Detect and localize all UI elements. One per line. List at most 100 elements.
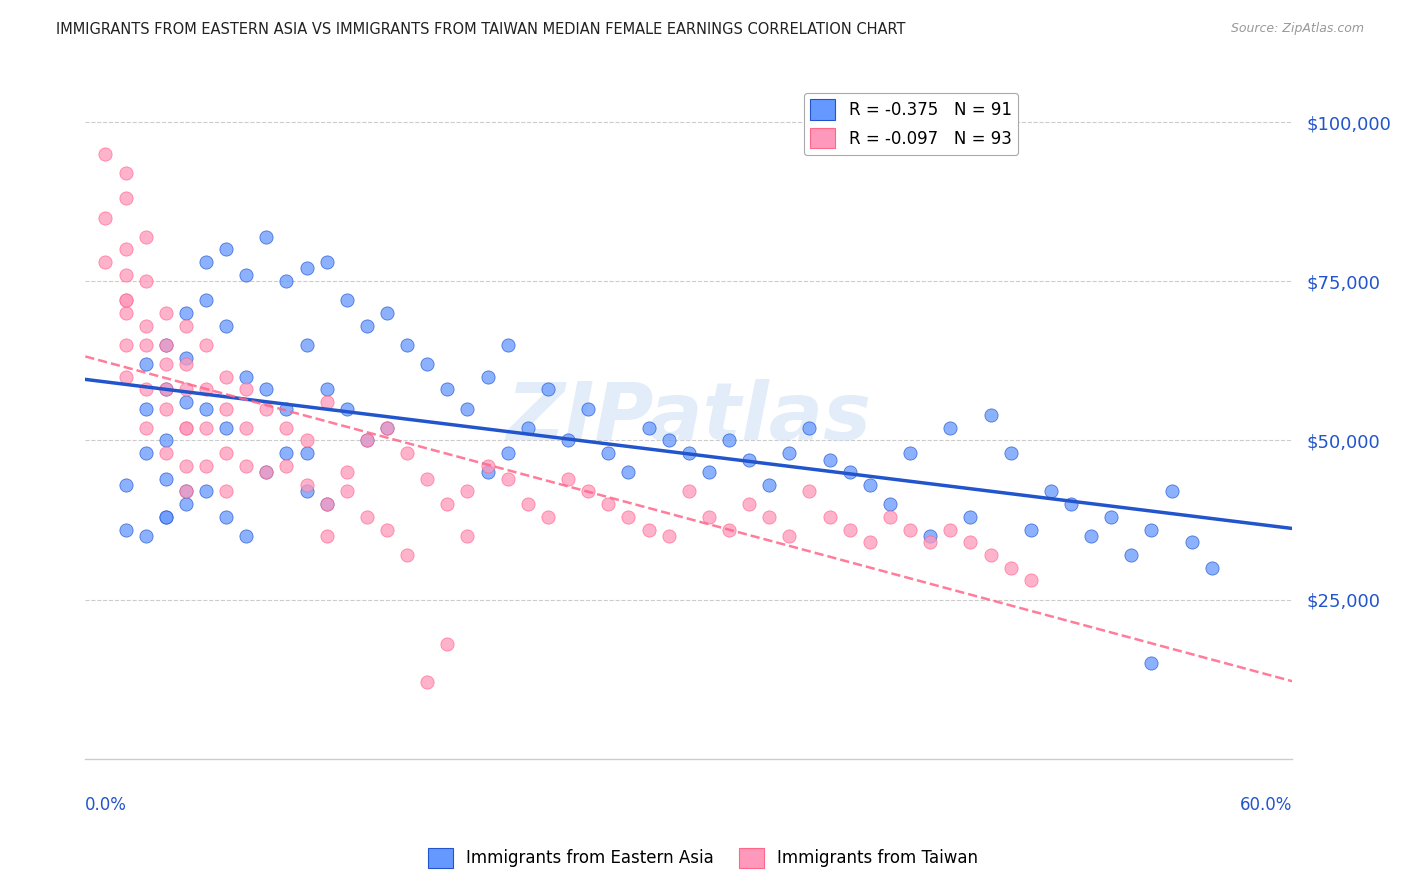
Point <box>135 274 157 288</box>
Point <box>838 465 860 479</box>
Point <box>155 446 177 460</box>
Point <box>114 523 136 537</box>
Text: IMMIGRANTS FROM EASTERN ASIA VS IMMIGRANTS FROM TAIWAN MEDIAN FEMALE EARNINGS CO: IMMIGRANTS FROM EASTERN ASIA VS IMMIGRAN… <box>56 22 905 37</box>
Point <box>436 637 458 651</box>
Point <box>195 420 218 434</box>
Point <box>537 509 560 524</box>
Text: 0.0%: 0.0% <box>86 797 127 814</box>
Point <box>1019 574 1042 588</box>
Point <box>195 293 218 308</box>
Point <box>898 446 921 460</box>
Point <box>155 472 177 486</box>
Point <box>155 338 177 352</box>
Point <box>598 446 620 460</box>
Point <box>315 255 337 269</box>
Point <box>254 229 277 244</box>
Point <box>135 338 157 352</box>
Point <box>195 255 218 269</box>
Point <box>174 306 197 320</box>
Point <box>295 261 318 276</box>
Point <box>315 497 337 511</box>
Point <box>276 401 298 416</box>
Point <box>174 395 197 409</box>
Point <box>879 509 901 524</box>
Point <box>617 509 640 524</box>
Point <box>557 472 579 486</box>
Point <box>315 383 337 397</box>
Point <box>920 535 942 549</box>
Point <box>1019 523 1042 537</box>
Point <box>155 383 177 397</box>
Point <box>1181 535 1204 549</box>
Point <box>174 383 197 397</box>
Point <box>155 306 177 320</box>
Point <box>758 478 780 492</box>
Point <box>537 383 560 397</box>
Point <box>295 478 318 492</box>
Point <box>235 529 257 543</box>
Point <box>1080 529 1102 543</box>
Text: 60.0%: 60.0% <box>1240 797 1292 814</box>
Point <box>315 395 337 409</box>
Point <box>717 434 740 448</box>
Point <box>859 535 882 549</box>
Point <box>576 484 599 499</box>
Point <box>396 548 419 562</box>
Point <box>155 509 177 524</box>
Point <box>174 458 197 473</box>
Point <box>155 383 177 397</box>
Point <box>215 509 238 524</box>
Point <box>174 497 197 511</box>
Point <box>738 497 761 511</box>
Point <box>939 420 962 434</box>
Point <box>254 401 277 416</box>
Point <box>778 446 800 460</box>
Point <box>939 523 962 537</box>
Point <box>496 338 519 352</box>
Text: ZIPatlas: ZIPatlas <box>506 379 872 457</box>
Point <box>155 509 177 524</box>
Point <box>315 497 337 511</box>
Point <box>336 401 359 416</box>
Point <box>315 529 337 543</box>
Point <box>1160 484 1182 499</box>
Point <box>114 306 136 320</box>
Point <box>738 452 761 467</box>
Point <box>135 383 157 397</box>
Point <box>516 420 538 434</box>
Point <box>195 338 218 352</box>
Point <box>215 369 238 384</box>
Point <box>818 452 841 467</box>
Point <box>114 293 136 308</box>
Point <box>477 465 499 479</box>
Point <box>920 529 942 543</box>
Point <box>114 166 136 180</box>
Point <box>174 484 197 499</box>
Point <box>174 318 197 333</box>
Point <box>799 420 821 434</box>
Point <box>235 383 257 397</box>
Point <box>135 420 157 434</box>
Point <box>235 268 257 282</box>
Point <box>254 383 277 397</box>
Point <box>879 497 901 511</box>
Point <box>114 191 136 205</box>
Point <box>254 465 277 479</box>
Point <box>114 243 136 257</box>
Point <box>516 497 538 511</box>
Point <box>174 420 197 434</box>
Point <box>135 401 157 416</box>
Point <box>778 529 800 543</box>
Point <box>457 484 479 499</box>
Point <box>276 274 298 288</box>
Point <box>457 529 479 543</box>
Point <box>195 458 218 473</box>
Point <box>416 357 439 371</box>
Point <box>818 509 841 524</box>
Point <box>457 401 479 416</box>
Point <box>375 306 398 320</box>
Point <box>697 465 720 479</box>
Point <box>375 420 398 434</box>
Point <box>94 211 117 225</box>
Point <box>336 293 359 308</box>
